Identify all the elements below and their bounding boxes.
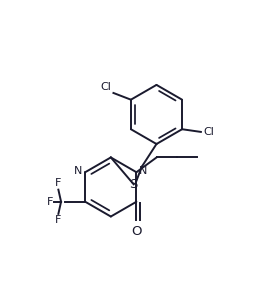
Text: S: S	[130, 178, 138, 191]
Text: Cl: Cl	[100, 82, 111, 92]
Text: N: N	[74, 166, 82, 176]
Text: F: F	[55, 178, 61, 188]
Text: O: O	[131, 225, 142, 238]
Text: F: F	[55, 215, 61, 225]
Text: Cl: Cl	[203, 127, 214, 137]
Text: F: F	[47, 197, 53, 207]
Text: N: N	[139, 166, 147, 176]
